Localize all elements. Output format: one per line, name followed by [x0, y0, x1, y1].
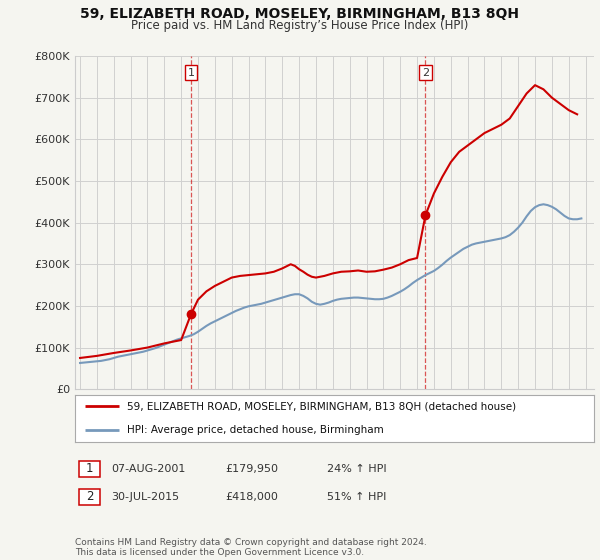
Text: 1: 1 — [86, 462, 93, 475]
Text: Price paid vs. HM Land Registry’s House Price Index (HPI): Price paid vs. HM Land Registry’s House … — [131, 19, 469, 32]
FancyBboxPatch shape — [79, 461, 100, 477]
Text: 51% ↑ HPI: 51% ↑ HPI — [327, 492, 386, 502]
Text: Contains HM Land Registry data © Crown copyright and database right 2024.
This d: Contains HM Land Registry data © Crown c… — [75, 538, 427, 557]
Text: 59, ELIZABETH ROAD, MOSELEY, BIRMINGHAM, B13 8QH: 59, ELIZABETH ROAD, MOSELEY, BIRMINGHAM,… — [80, 7, 520, 21]
FancyBboxPatch shape — [79, 489, 100, 505]
Text: 07-AUG-2001: 07-AUG-2001 — [111, 464, 185, 474]
Text: 2: 2 — [86, 490, 93, 503]
Text: 59, ELIZABETH ROAD, MOSELEY, BIRMINGHAM, B13 8QH (detached house): 59, ELIZABETH ROAD, MOSELEY, BIRMINGHAM,… — [127, 401, 516, 411]
Text: 1: 1 — [187, 68, 194, 78]
Text: 24% ↑ HPI: 24% ↑ HPI — [327, 464, 386, 474]
Text: £418,000: £418,000 — [225, 492, 278, 502]
Text: 2: 2 — [422, 68, 429, 78]
Text: £179,950: £179,950 — [225, 464, 278, 474]
Text: 30-JUL-2015: 30-JUL-2015 — [111, 492, 179, 502]
Text: HPI: Average price, detached house, Birmingham: HPI: Average price, detached house, Birm… — [127, 425, 383, 435]
